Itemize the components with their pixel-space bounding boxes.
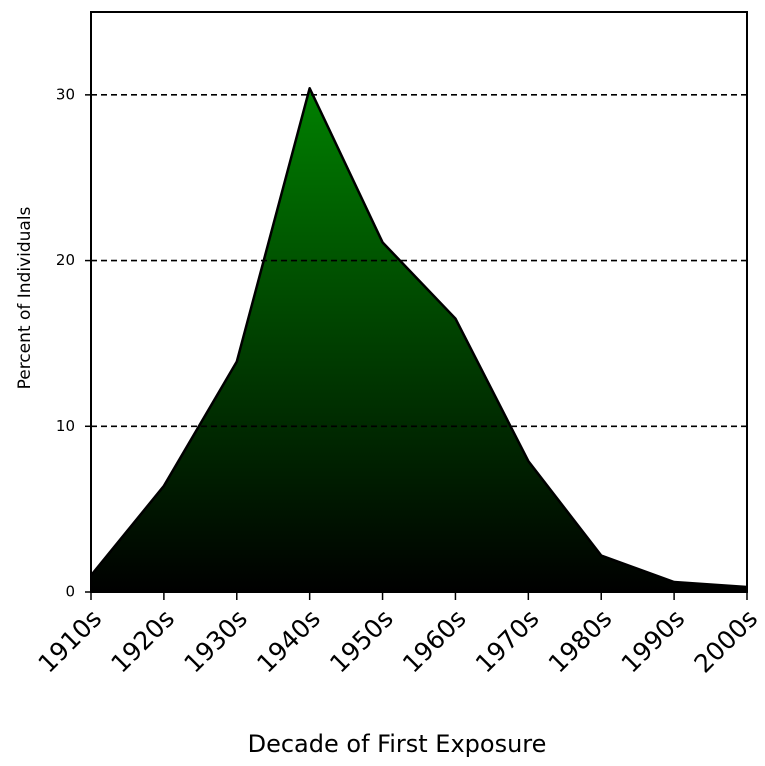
x-tick-label: 1980s — [543, 604, 618, 679]
area-line — [90, 86, 748, 589]
x-tick-label: 1920s — [105, 604, 180, 679]
x-tick-label: 1910s — [33, 604, 108, 679]
y-tick-label: 20 — [56, 251, 75, 269]
x-tick-label: 1930s — [178, 604, 253, 679]
y-tick-label: 30 — [56, 85, 75, 103]
x-axis-label: Decade of First Exposure — [248, 730, 547, 758]
y-axis-label: Percent of Individuals — [15, 206, 35, 389]
x-tick-label: 1940s — [251, 604, 326, 679]
x-tick-label: 1970s — [470, 604, 545, 679]
x-tick-label: 1960s — [397, 604, 472, 679]
x-tick-label: 1990s — [616, 604, 691, 679]
x-tick-label: 1950s — [324, 604, 399, 679]
plot-frame — [90, 11, 748, 593]
area-fill — [91, 88, 747, 592]
x-tick-label: 2000s — [689, 604, 764, 679]
y-tick-label: 0 — [65, 583, 75, 601]
y-tick-label: 10 — [56, 417, 75, 435]
